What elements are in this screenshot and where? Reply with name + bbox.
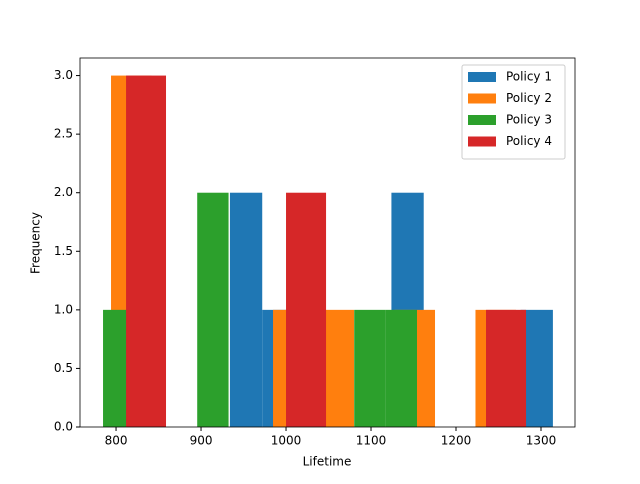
y-tick-label: 1.0 bbox=[54, 302, 73, 316]
legend-label: Policy 1 bbox=[506, 70, 552, 84]
bar bbox=[486, 309, 527, 427]
bar bbox=[126, 75, 167, 428]
x-tick-label: 1000 bbox=[271, 434, 302, 448]
y-tick-label: 2.0 bbox=[54, 185, 73, 199]
x-tick-label: 900 bbox=[190, 434, 213, 448]
y-tick-label: 3.0 bbox=[54, 68, 73, 82]
bar bbox=[385, 309, 417, 427]
bar bbox=[197, 192, 229, 427]
y-tick-label: 0.0 bbox=[54, 420, 73, 434]
y-tick-label: 1.5 bbox=[54, 244, 73, 258]
legend-swatch bbox=[468, 136, 496, 147]
y-tick-label: 2.5 bbox=[54, 127, 73, 141]
plot-frame bbox=[79, 57, 576, 428]
x-axis-label: Lifetime bbox=[303, 455, 352, 469]
x-tick-label: 1100 bbox=[356, 434, 387, 448]
legend-box bbox=[461, 64, 566, 160]
x-tick-label: 1300 bbox=[526, 434, 557, 448]
y-axis-label: Frequency bbox=[29, 212, 43, 274]
bar bbox=[229, 192, 263, 427]
legend-swatch bbox=[468, 72, 496, 82]
legend-label: Policy 3 bbox=[506, 113, 552, 127]
y-tick-label: 0.5 bbox=[54, 361, 73, 375]
legend-swatch bbox=[468, 115, 496, 125]
legend-label: Policy 2 bbox=[506, 91, 552, 105]
bar bbox=[286, 192, 327, 427]
legend-swatch bbox=[468, 93, 496, 104]
x-tick-label: 1200 bbox=[441, 434, 472, 448]
x-tick-label: 800 bbox=[105, 434, 128, 448]
bar bbox=[354, 309, 386, 427]
legend-label: Policy 4 bbox=[506, 134, 552, 148]
